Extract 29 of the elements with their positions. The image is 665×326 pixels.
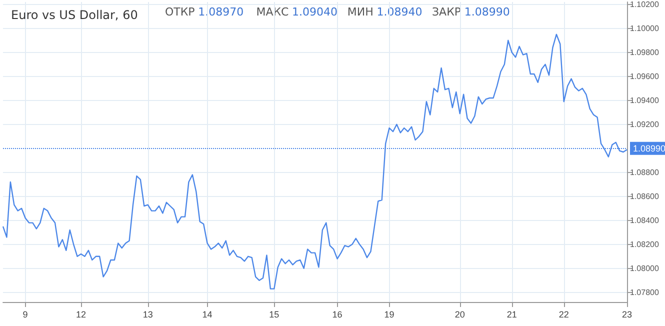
x-tick-label: 13 [142,310,153,320]
x-tick-label: 9 [22,310,28,320]
x-tick-label: 23 [622,310,632,320]
x-tick-label: 14 [202,310,212,320]
x-tick-label: 22 [558,310,569,320]
x-tick-label: 20 [454,310,465,320]
x-tick-label: 21 [506,310,517,320]
y-tick-label: 1.09800 [630,48,660,57]
y-tick-label: 1.07800 [630,288,660,297]
y-tick-label: 1.08000 [630,264,660,273]
annotation: ЗАКР 1.08990 [432,6,510,18]
x-tick-label: 19 [384,310,394,320]
y-tick-label: 1.09400 [630,96,660,105]
annotation: МИН 1.08940 [347,6,422,18]
y-tick-label: 1.08200 [630,240,660,249]
annotation: ОТКР 1.08970 [165,6,244,18]
annotation: МАКС 1.09040 [256,6,338,18]
y-tick-label: 1.10200 [630,0,660,9]
text: Euro vs US Dollar, 60 [11,8,138,22]
ref-line-label: 1.08990 [633,143,665,154]
y-tick-label: 1.09200 [630,120,660,129]
y-tick-label: 1.08400 [630,216,660,225]
x-tick-label: 12 [76,310,86,320]
y-tick-label: 1.08600 [630,192,660,201]
y-tick-label: 1.09600 [630,72,660,81]
x-tick-label: 16 [332,310,342,320]
x-tick-label: 15 [269,310,280,320]
y-tick-label: 1.08800 [630,168,660,177]
y-tick-label: 1.10000 [630,24,660,33]
